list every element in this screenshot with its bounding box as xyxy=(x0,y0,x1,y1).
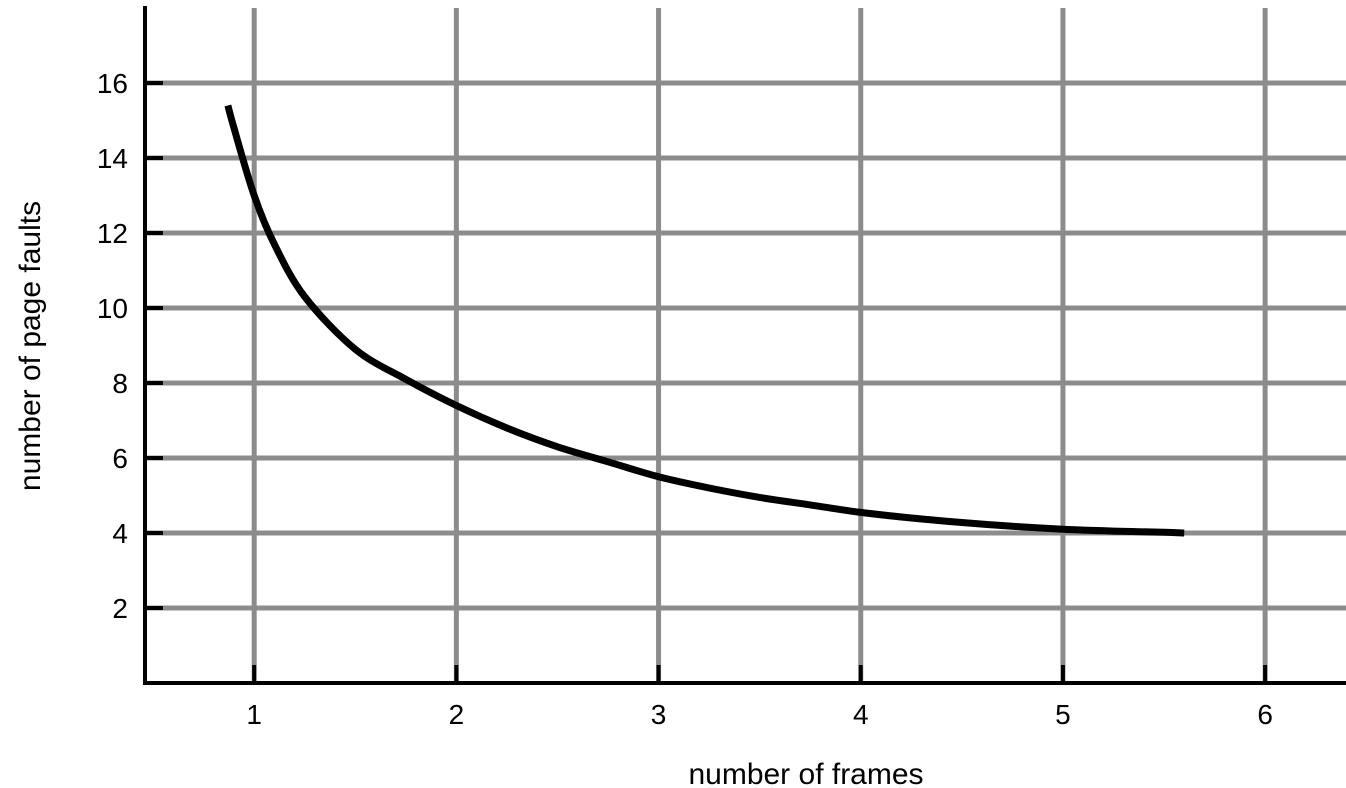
x-tick-label: 2 xyxy=(449,699,465,730)
axes xyxy=(143,6,1346,685)
x-tick-label: 1 xyxy=(246,699,262,730)
y-axis-label: number of page faults xyxy=(14,201,47,491)
grid xyxy=(145,8,1346,683)
x-tick-label: 3 xyxy=(651,699,667,730)
y-tick-label: 16 xyxy=(97,68,128,99)
x-tick-label: 6 xyxy=(1257,699,1273,730)
y-tick-label: 10 xyxy=(97,293,128,324)
y-tick-label: 6 xyxy=(112,443,128,474)
y-tick-label: 14 xyxy=(97,143,128,174)
y-tick-label: 12 xyxy=(97,218,128,249)
x-axis-label: number of frames xyxy=(688,758,923,788)
x-tick-label: 5 xyxy=(1055,699,1071,730)
y-tick-label: 4 xyxy=(112,518,128,549)
page-fault-curve xyxy=(224,104,1185,537)
y-tick-label: 2 xyxy=(112,593,128,624)
series xyxy=(224,104,1185,537)
y-tick-label: 8 xyxy=(112,368,128,399)
x-tick-label: 4 xyxy=(853,699,869,730)
